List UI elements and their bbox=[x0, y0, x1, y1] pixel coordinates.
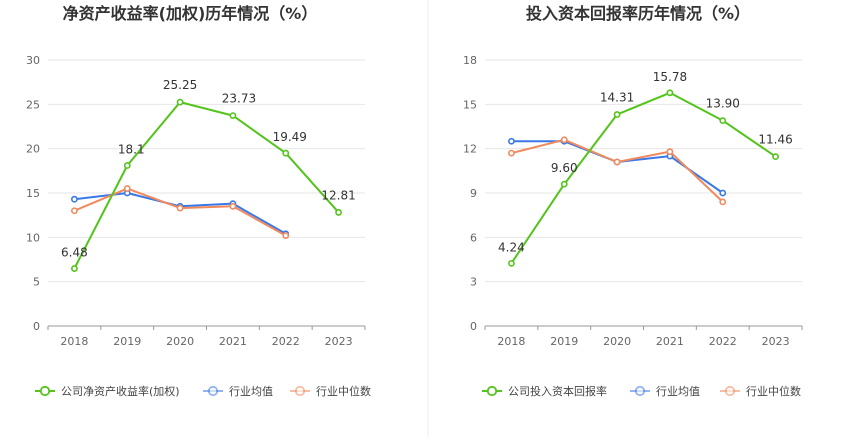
data-label: 12.81 bbox=[321, 188, 355, 202]
y-tick-label: 6 bbox=[470, 231, 477, 244]
data-label: 9.60 bbox=[551, 161, 578, 175]
legend-marker bbox=[634, 385, 646, 397]
legend-label: 行业均值 bbox=[229, 385, 273, 398]
roe-chart-panel: 净资产收益率(加权)历年情况（%） 0 5 10 15 20 25 30 2018 2019 202… bbox=[26, 4, 371, 398]
data-label: 11.46 bbox=[758, 133, 792, 147]
data-point bbox=[123, 162, 131, 169]
legend-marker bbox=[39, 385, 51, 397]
x-tick-label: 2020 bbox=[166, 335, 194, 348]
series-line-company bbox=[73, 101, 340, 269]
data-point bbox=[508, 259, 515, 267]
data-point bbox=[71, 265, 78, 272]
data-label: 19.49 bbox=[273, 130, 307, 144]
y-tick-label: 18 bbox=[463, 54, 477, 67]
legend-marker bbox=[294, 385, 306, 397]
x-tick-label: 2023 bbox=[762, 335, 790, 348]
legend-label: 行业中位数 bbox=[316, 384, 371, 398]
data-point bbox=[719, 198, 727, 206]
y-tick-label: 25 bbox=[26, 98, 40, 111]
x-tick-label: 2018 bbox=[60, 335, 88, 348]
y-tick-label: 20 bbox=[26, 143, 40, 156]
data-point bbox=[229, 112, 237, 119]
data-point bbox=[719, 117, 727, 124]
legend-marker bbox=[207, 385, 219, 397]
data-label: 15.78 bbox=[653, 70, 687, 84]
data-label: 18.1 bbox=[118, 143, 145, 157]
y-tick-label: 12 bbox=[463, 143, 477, 156]
data-point bbox=[123, 185, 131, 192]
series-line-industry-mean bbox=[74, 192, 287, 235]
legend-label: 公司净资产收益率(加权) bbox=[61, 384, 180, 398]
data-point bbox=[282, 232, 290, 239]
x-tick-label: 2019 bbox=[113, 335, 141, 348]
x-tick-label: 2018 bbox=[497, 335, 525, 348]
y-tick-label: 0 bbox=[33, 320, 40, 333]
data-point bbox=[176, 204, 184, 212]
data-point bbox=[335, 209, 342, 216]
x-tick-label: 2022 bbox=[709, 335, 737, 348]
data-label: 25.25 bbox=[163, 78, 197, 92]
x-tick-label: 2021 bbox=[656, 335, 684, 348]
data-label: 14.31 bbox=[600, 91, 634, 105]
legend-marker bbox=[486, 385, 498, 397]
legend-marker bbox=[724, 385, 736, 397]
y-tick-label: 5 bbox=[33, 276, 40, 289]
data-point bbox=[71, 195, 78, 203]
chart-title: 净资产收益率(加权)历年情况（%） bbox=[63, 4, 318, 23]
x-tick-label: 2019 bbox=[550, 335, 578, 348]
data-point bbox=[613, 158, 621, 166]
y-tick-label: 15 bbox=[463, 98, 477, 111]
series-line-company bbox=[510, 91, 777, 264]
data-point bbox=[176, 98, 184, 106]
data-point bbox=[508, 149, 515, 157]
data-label: 13.90 bbox=[706, 97, 740, 111]
data-point bbox=[772, 153, 779, 161]
data-label: 23.73 bbox=[222, 92, 256, 106]
data-point bbox=[560, 136, 568, 144]
data-point bbox=[613, 111, 621, 118]
legend-label: 行业均值 bbox=[656, 385, 700, 398]
data-point bbox=[229, 202, 237, 210]
y-tick-label: 30 bbox=[26, 54, 40, 67]
legend-label: 公司投入资本回报率 bbox=[508, 384, 607, 398]
y-tick-label: 3 bbox=[470, 276, 477, 289]
data-point bbox=[666, 148, 674, 156]
data-point bbox=[560, 180, 568, 188]
chart-title: 投入资本回报率历年情况（%） bbox=[526, 4, 750, 23]
data-point bbox=[719, 189, 727, 197]
x-tick-label: 2021 bbox=[219, 335, 247, 348]
x-tick-label: 2022 bbox=[272, 335, 300, 348]
data-label: 6.48 bbox=[61, 246, 88, 260]
data-point bbox=[71, 207, 78, 215]
y-tick-label: 15 bbox=[26, 187, 40, 200]
x-tick-label: 2023 bbox=[325, 335, 353, 348]
legend-label: 行业中位数 bbox=[746, 384, 801, 398]
data-label: 4.24 bbox=[498, 240, 525, 254]
data-point bbox=[282, 149, 290, 157]
y-tick-label: 10 bbox=[26, 231, 40, 244]
data-point bbox=[666, 89, 674, 97]
y-tick-label: 0 bbox=[470, 320, 477, 333]
roic-chart-panel: 投入资本回报率历年情况（%） 0 3 6 9 12 15 18 2018 2019 2020 2021… bbox=[463, 4, 803, 398]
y-tick-label: 9 bbox=[470, 187, 477, 200]
x-tick-label: 2020 bbox=[603, 335, 631, 348]
data-point bbox=[508, 137, 515, 145]
